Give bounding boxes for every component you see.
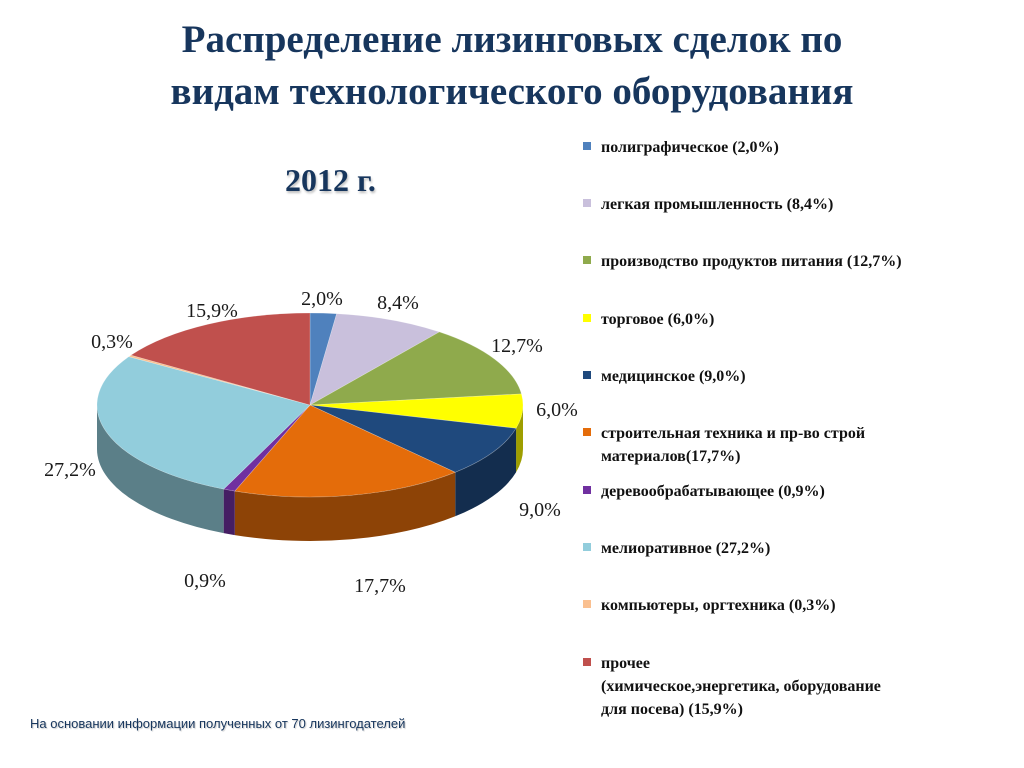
legend-swatch	[583, 142, 591, 150]
legend-swatch	[583, 371, 591, 379]
data-label-computers: 0,3%	[91, 331, 133, 353]
pie-slice-construction	[234, 404, 456, 498]
year-label: 2012 г.	[285, 162, 376, 198]
pie-sides	[96, 405, 523, 541]
data-label-construction: 17,7%	[354, 575, 406, 597]
legend-swatch	[583, 600, 591, 608]
legend-item-trade: торговое (6,0%)	[583, 308, 1003, 331]
footnote: На основании информации полученных от 70…	[30, 716, 406, 731]
legend-label: легкая промышленность (8,4%)	[601, 196, 834, 213]
slide-title: Распределение лизинговых сделок по видам…	[0, 14, 1024, 118]
pie-data-labels: 2,0% 8,4% 12,7% 6,0% 9,0% 17,7% 0,9% 27,2% 0,3% 1…	[44, 288, 578, 597]
legend-item-polygraph: полиграфическое (2,0%)	[583, 136, 1003, 159]
legend-label: компьютеры, оргтехника (0,3%)	[601, 597, 836, 614]
legend-item-other: прочее (химическое,энергетика, оборудова…	[583, 652, 1003, 721]
legend-label: деревообрабатывающее (0,9%)	[601, 483, 825, 500]
legend-label: производство продуктов питания (12,7%)	[601, 253, 902, 270]
pie-top	[96, 312, 524, 498]
title-line-1: Распределение лизинговых сделок по	[181, 18, 843, 61]
pie-slice-food	[309, 331, 522, 406]
legend-label: прочее (химическое,энергетика, оборудова…	[601, 655, 881, 718]
pie-slice-computers	[128, 354, 311, 406]
legend-item-melioration: мелиоративное (27,2%)	[583, 537, 1003, 560]
pie-slice-medical	[309, 404, 517, 473]
legend-swatch	[583, 314, 591, 322]
legend-swatch	[583, 543, 591, 551]
legend-label: строительная техника и пр-во строй матер…	[601, 425, 866, 465]
legend-item-food: производство продуктов питания (12,7%)	[583, 250, 1003, 273]
pie-slice-other	[130, 312, 311, 406]
data-label-polygraph: 2,0%	[301, 288, 343, 310]
legend-swatch	[583, 658, 591, 666]
legend-item-light: легкая промышленность (8,4%)	[583, 193, 1003, 216]
data-label-light: 8,4%	[377, 292, 419, 314]
data-label-trade: 6,0%	[536, 399, 578, 421]
legend-swatch	[583, 256, 591, 264]
data-label-medical: 9,0%	[519, 499, 561, 521]
data-label-melioration: 27,2%	[44, 459, 96, 481]
legend-label: медицинское (9,0%)	[601, 368, 746, 385]
legend-label: торговое (6,0%)	[601, 311, 715, 328]
pie-slice-wood	[223, 404, 311, 492]
legend-swatch	[583, 486, 591, 494]
legend-label: мелиоративное (27,2%)	[601, 540, 771, 557]
legend-item-wood: деревообрабатывающее (0,9%)	[583, 480, 1003, 503]
legend-swatch	[583, 428, 591, 436]
pie-side-wood	[223, 489, 235, 536]
pie-slice-trade	[309, 393, 524, 429]
data-label-other: 15,9%	[186, 300, 238, 322]
legend-swatch	[583, 199, 591, 207]
title-line-2: видам технологического оборудования	[170, 70, 854, 113]
pie-side-construction	[234, 472, 456, 541]
pie-side-medical	[455, 428, 517, 517]
legend-label: полиграфическое (2,0%)	[601, 139, 779, 156]
data-label-wood: 0,9%	[184, 570, 226, 592]
legend-item-computers: компьютеры, оргтехника (0,3%)	[583, 594, 1003, 617]
legend-item-construction: строительная техника и пр-во строй матер…	[583, 422, 1003, 468]
pie-slice-light	[309, 313, 441, 406]
data-label-food: 12,7%	[491, 335, 543, 357]
legend-item-medical: медицинское (9,0%)	[583, 365, 1003, 388]
pie-slice-melioration	[96, 356, 311, 490]
pie-side-melioration	[96, 405, 224, 534]
pie-slice-polygraph	[309, 312, 338, 406]
pie-side-trade	[516, 405, 523, 473]
